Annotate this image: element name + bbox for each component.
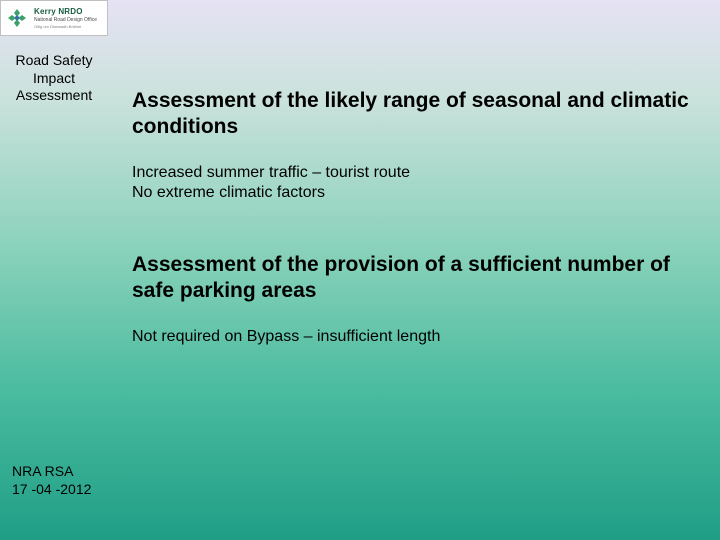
heading-seasonal: Assessment of the likely range of season…: [132, 88, 692, 141]
body1-line1: Increased summer traffic – tourist route: [132, 163, 692, 184]
footer-line2: 17 -04 -2012: [12, 480, 91, 498]
sidebar-line2: Impact: [0, 70, 108, 88]
sidebar-line1: Road Safety: [0, 52, 108, 70]
body-seasonal: Increased summer traffic – tourist route…: [132, 163, 692, 205]
logo-title: Kerry NRDO: [34, 8, 97, 16]
sidebar-line3: Assessment: [0, 87, 108, 105]
main-content: Assessment of the likely range of season…: [132, 88, 692, 347]
footer-line1: NRA RSA: [12, 462, 91, 480]
clover-icon: [4, 5, 30, 31]
logo-tagline: Oifig um Dhearadh Bóithre: [34, 25, 97, 29]
body-parking: Not required on Bypass – insufficient le…: [132, 327, 692, 348]
sidebar-title: Road Safety Impact Assessment: [0, 52, 108, 105]
heading-parking: Assessment of the provision of a suffici…: [132, 252, 692, 305]
logo-text: Kerry NRDO National Road Design Office O…: [34, 8, 97, 29]
org-logo-box: Kerry NRDO National Road Design Office O…: [0, 0, 108, 36]
logo-subtitle: National Road Design Office: [34, 18, 97, 23]
footer-note: NRA RSA 17 -04 -2012: [12, 462, 91, 498]
body1-line2: No extreme climatic factors: [132, 183, 692, 204]
